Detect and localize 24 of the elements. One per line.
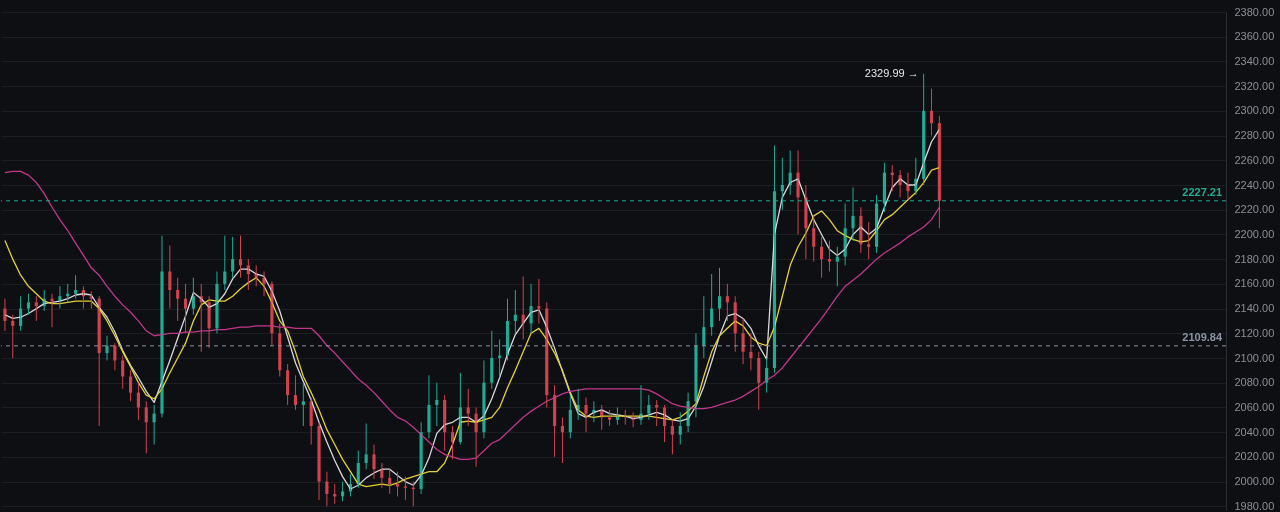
y-tick-label: 2200.00 [1234,227,1275,240]
y-tick-label: 2280.00 [1234,129,1275,142]
y-tick-label: 2000.00 [1234,475,1275,488]
y-tick-label: 2160.00 [1234,277,1275,290]
y-tick-label: 2380.00 [1234,5,1275,18]
y-tick-label: 2260.00 [1234,153,1275,166]
y-tick-label: 2140.00 [1234,302,1275,315]
y-tick-label: 2320.00 [1234,79,1275,92]
y-tick-label: 2340.00 [1234,54,1275,67]
y-tick-label: 2080.00 [1234,376,1275,389]
ref-line-label: 2227.21 [1182,185,1223,198]
ref-line-label: 2109.84 [1182,330,1223,343]
y-tick-label: 2180.00 [1234,252,1275,265]
y-tick-label: 2100.00 [1234,351,1275,364]
y-tick-label: 2120.00 [1234,326,1275,339]
y-tick-label: 2300.00 [1234,104,1275,117]
y-tick-label: 1980.00 [1234,499,1275,512]
y-tick-label: 2220.00 [1234,203,1275,216]
annotation: 2329.99 → [864,66,919,79]
y-tick-label: 2060.00 [1234,400,1275,413]
y-tick-label: 2240.00 [1234,178,1275,191]
y-tick-label: 2020.00 [1234,450,1275,463]
y-tick-label: 2040.00 [1234,425,1275,438]
y-tick-label: 2360.00 [1234,30,1275,43]
